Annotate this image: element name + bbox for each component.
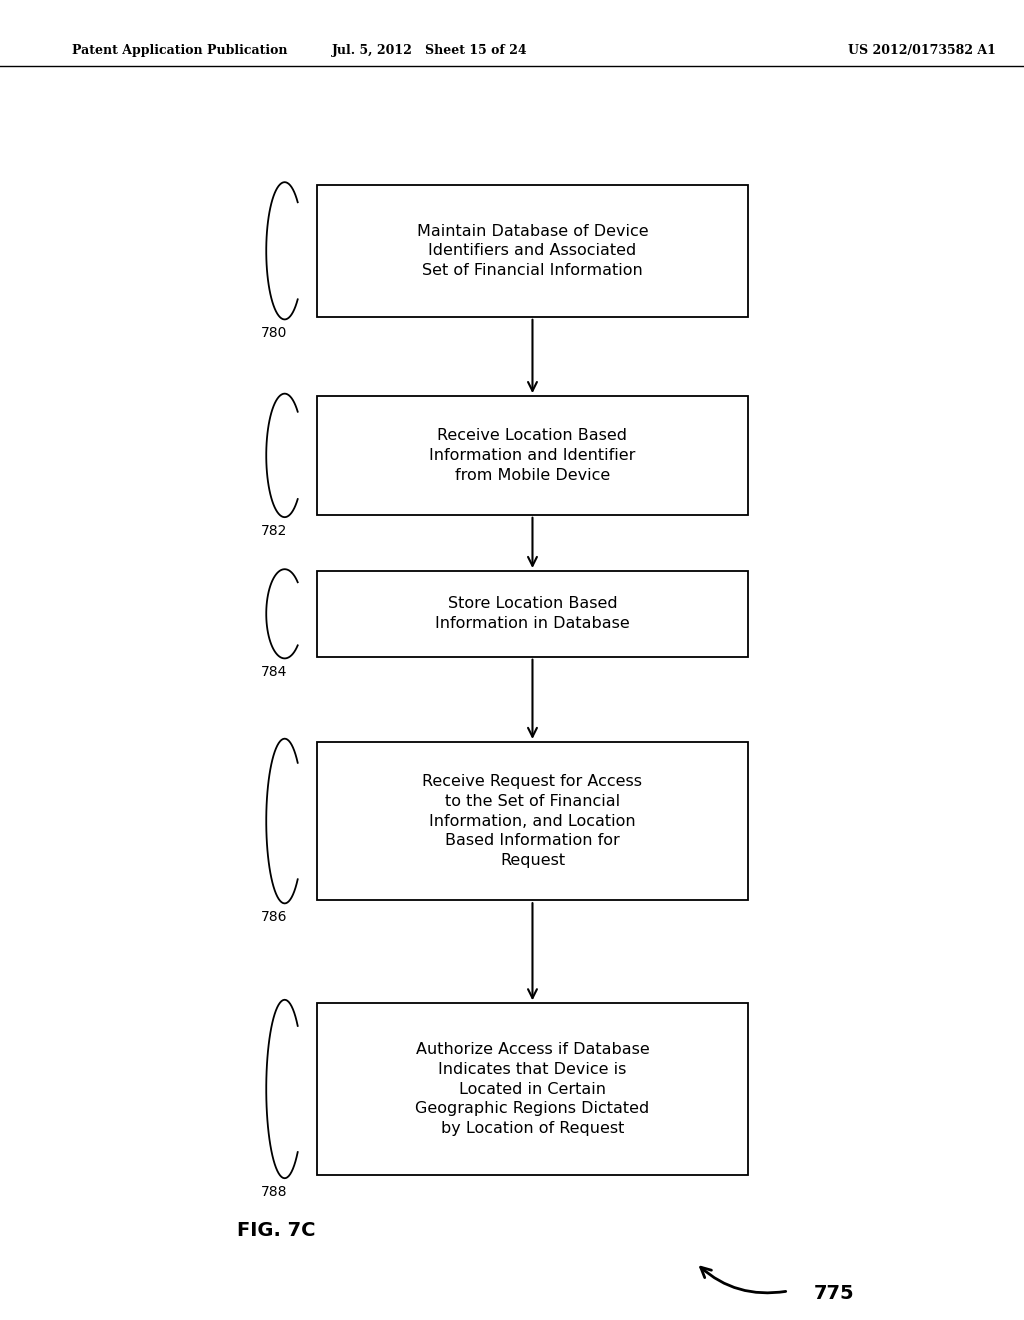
FancyBboxPatch shape bbox=[317, 1003, 748, 1175]
FancyBboxPatch shape bbox=[317, 396, 748, 515]
Text: 786: 786 bbox=[261, 909, 288, 924]
Text: Patent Application Publication: Patent Application Publication bbox=[72, 44, 287, 57]
Text: Jul. 5, 2012   Sheet 15 of 24: Jul. 5, 2012 Sheet 15 of 24 bbox=[332, 44, 528, 57]
Text: Receive Location Based
Information and Identifier
from Mobile Device: Receive Location Based Information and I… bbox=[429, 428, 636, 483]
FancyBboxPatch shape bbox=[317, 185, 748, 317]
Text: 782: 782 bbox=[261, 524, 288, 537]
Text: Maintain Database of Device
Identifiers and Associated
Set of Financial Informat: Maintain Database of Device Identifiers … bbox=[417, 223, 648, 279]
Text: Receive Request for Access
to the Set of Financial
Information, and Location
Bas: Receive Request for Access to the Set of… bbox=[423, 774, 642, 869]
Text: 775: 775 bbox=[814, 1284, 855, 1303]
FancyBboxPatch shape bbox=[317, 570, 748, 656]
Text: Authorize Access if Database
Indicates that Device is
Located in Certain
Geograp: Authorize Access if Database Indicates t… bbox=[416, 1041, 649, 1137]
FancyBboxPatch shape bbox=[317, 742, 748, 900]
Text: FIG. 7C: FIG. 7C bbox=[238, 1221, 315, 1239]
Text: Store Location Based
Information in Database: Store Location Based Information in Data… bbox=[435, 597, 630, 631]
Text: 780: 780 bbox=[261, 326, 288, 341]
Text: 788: 788 bbox=[261, 1185, 288, 1199]
Text: 784: 784 bbox=[261, 665, 288, 678]
Text: US 2012/0173582 A1: US 2012/0173582 A1 bbox=[848, 44, 995, 57]
